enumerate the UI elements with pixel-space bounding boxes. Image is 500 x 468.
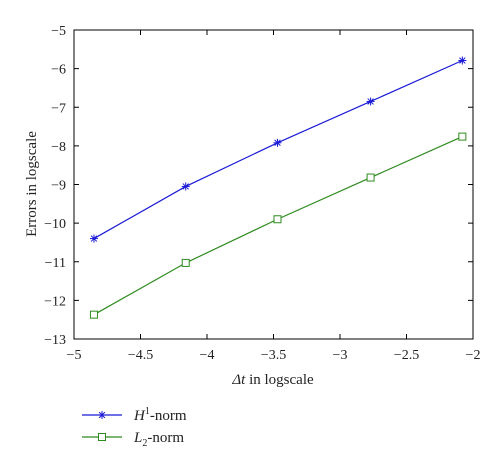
y-axis-label: Errors in logscale [24, 131, 40, 237]
data-point-h1 [273, 138, 282, 147]
legend-marker [98, 411, 106, 419]
data-point-h1 [458, 56, 467, 65]
legend-label-script: 1 [145, 406, 150, 417]
legend-item-l2: L2-norm [82, 430, 184, 449]
data-point-h1 [89, 234, 98, 243]
legend-item-h1: H1-norm [82, 406, 187, 424]
data-point-l2 [366, 173, 375, 182]
x-tick-label: −3.5 [261, 348, 286, 363]
y-tick-label: −11 [45, 256, 66, 271]
legend-label: H1-norm [133, 406, 187, 424]
series-layer [89, 56, 467, 319]
y-tick-label: −12 [44, 294, 66, 309]
series-line-h1 [93, 59, 463, 240]
x-axis-label-symbol: Δt [231, 372, 246, 388]
y-tick-label: −8 [51, 140, 66, 155]
data-point-l2 [89, 310, 98, 319]
y-tick-label: −9 [51, 179, 66, 194]
legend-label-main: L [133, 430, 142, 446]
data-point-l2 [458, 132, 467, 141]
x-tick-label: −4 [200, 348, 215, 363]
legend-label: L2-norm [133, 430, 184, 449]
y-tick-label: −7 [51, 101, 66, 116]
x-tick-label: −2.5 [394, 348, 419, 363]
series-line-l2 [93, 136, 463, 316]
data-point-l2 [181, 258, 190, 267]
y-tick-label: −13 [44, 333, 66, 348]
x-tick-label: −2 [466, 348, 481, 363]
y-axis: −13 −12 −11 −10 −9 −8 −7 −6 −5 [44, 24, 473, 348]
legend-label-main: H [133, 408, 146, 424]
x-axis-label-text: in logscale [245, 372, 314, 388]
x-axis: −5 −4.5 −4 −3.5 −3 −2.5 −2 [67, 30, 481, 363]
data-point-h1 [181, 182, 190, 191]
legend-label-script: 2 [142, 438, 147, 449]
y-tick-label: −10 [44, 217, 66, 232]
x-tick-label: −5 [67, 348, 82, 363]
legend-label-suffix: -norm [150, 408, 187, 424]
y-tick-label: −5 [51, 24, 66, 39]
data-point-h1 [366, 97, 375, 106]
data-point-l2 [273, 215, 282, 224]
y-tick-label: −6 [51, 63, 66, 78]
x-tick-label: −4.5 [128, 348, 153, 363]
x-tick-label: −3 [333, 348, 348, 363]
legend-label-suffix: -norm [147, 430, 184, 446]
legend-marker [98, 433, 106, 441]
x-axis-label: Δt in logscale [231, 372, 314, 388]
